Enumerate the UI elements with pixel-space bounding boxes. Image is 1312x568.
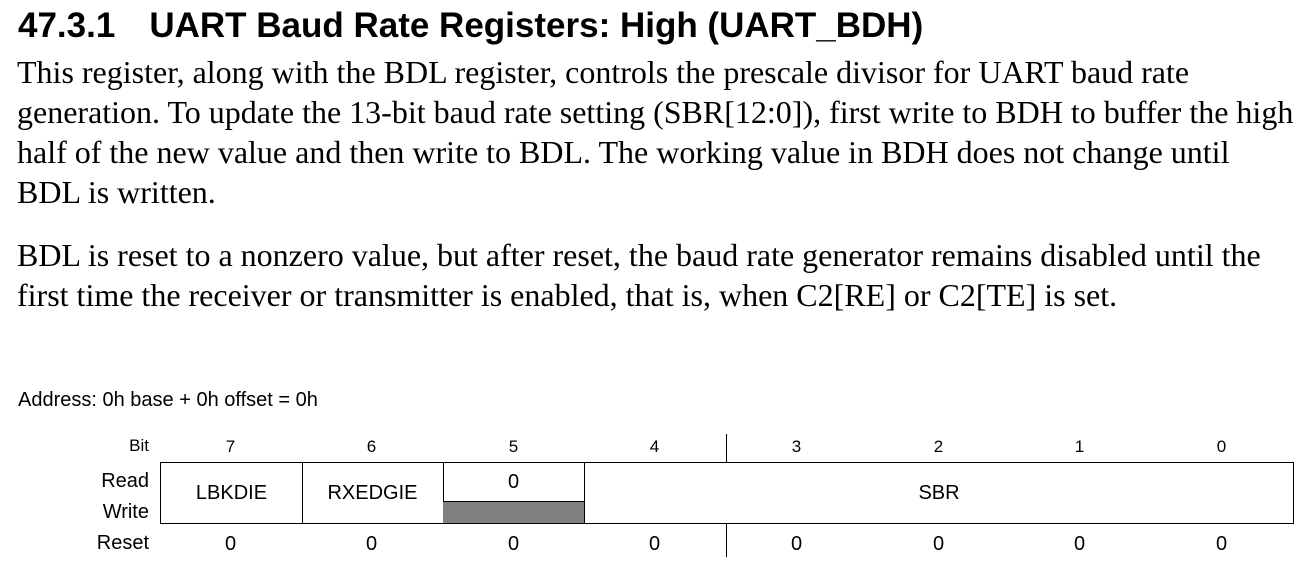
bit-number-1: 1 <box>1074 437 1085 456</box>
bit-row-label: Bit <box>129 436 149 455</box>
field-divider <box>584 463 585 523</box>
section-number: 47.3.1 <box>18 6 116 45</box>
field-reserved-read: 0 <box>443 463 584 502</box>
reset-value-bit-1: 0 <box>1073 533 1086 555</box>
reset-value-bit-4: 0 <box>648 533 661 555</box>
field-divider <box>302 463 303 523</box>
register-fields: LBKDIE RXEDGIE 0 SBR <box>160 462 1294 524</box>
nibble-divider-bottom <box>726 524 727 557</box>
bit-number-2: 2 <box>933 437 944 456</box>
bit-number-3: 3 <box>791 437 802 456</box>
bit-number-7: 7 <box>225 437 236 456</box>
reset-value-bit-3: 0 <box>790 533 803 555</box>
nibble-divider-top <box>726 434 727 462</box>
description-paragraph-1: This register, along with the BDL regist… <box>17 54 1294 210</box>
section-heading: 47.3.1 UART Baud Rate Registers: High (UA… <box>18 4 923 48</box>
field-reserved-write-shaded <box>443 502 584 523</box>
reset-value-bit-0: 0 <box>1215 533 1228 555</box>
write-row-label: Write <box>102 501 149 523</box>
bit-number-0: 0 <box>1216 437 1227 456</box>
read-row-label: Read <box>101 470 149 492</box>
address-line: Address: 0h base + 0h offset = 0h <box>18 389 318 411</box>
description-paragraph-2: BDL is reset to a nonzero value, but aft… <box>17 237 1261 313</box>
reset-value-bit-6: 0 <box>365 533 378 555</box>
field-rxedgie: RXEDGIE <box>327 481 418 504</box>
reset-value-bit-7: 0 <box>224 533 237 555</box>
field-sbr: SBR <box>918 481 960 504</box>
bit-number-6: 6 <box>366 437 377 456</box>
reset-value-bit-2: 0 <box>932 533 945 555</box>
bit-number-5: 5 <box>508 437 519 456</box>
field-divider <box>443 463 444 523</box>
field-lbkdie: LBKDIE <box>195 481 268 504</box>
bit-number-4: 4 <box>649 437 660 456</box>
section-title: UART Baud Rate Registers: High (UART_BDH… <box>149 6 924 45</box>
reset-value-bit-5: 0 <box>507 533 520 555</box>
reset-row-label: Reset <box>96 532 149 554</box>
